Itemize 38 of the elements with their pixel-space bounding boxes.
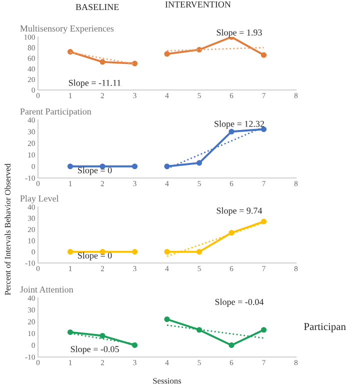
point [164, 316, 170, 322]
point [228, 128, 234, 134]
text: BASELINE [76, 4, 119, 10]
point [260, 327, 267, 333]
text: INTERVENTION [165, 1, 231, 8]
chart-title: Joint Attention [20, 286, 74, 293]
annotation: Slope = -0.05 [70, 346, 119, 354]
point [100, 332, 106, 339]
point [132, 164, 138, 170]
annotation: Slope = -0.04 [215, 298, 264, 307]
annotation: Slope = 0 [78, 252, 112, 260]
point [196, 249, 202, 255]
point [67, 249, 74, 255]
point [100, 164, 106, 170]
chart-title: Play Level [20, 195, 59, 204]
point [260, 126, 267, 132]
point [132, 60, 138, 66]
point [67, 329, 74, 335]
annotation: Slope = 0 [78, 166, 112, 176]
chart-title: Multisensory Experiences [20, 25, 114, 34]
point [132, 342, 138, 348]
annotation: Slope = 1.93 [216, 29, 262, 38]
annotation: Slope = -11.11 [68, 80, 121, 88]
annotation: Slope = 9.74 [216, 207, 262, 216]
point [164, 51, 170, 57]
point [228, 342, 234, 348]
point [132, 249, 138, 255]
point [164, 249, 170, 255]
x-axis-title: Sessions [153, 378, 182, 384]
point [196, 160, 202, 166]
y-axis-title: Percent of Intervals Behavior Observed [4, 164, 11, 296]
chart-title: Parent Participation [20, 108, 92, 116]
point [67, 164, 74, 170]
annotation: Slope = 12.32 [214, 120, 264, 129]
point [260, 52, 267, 58]
point [260, 218, 267, 224]
point [100, 59, 106, 65]
text: Participan [304, 323, 346, 332]
